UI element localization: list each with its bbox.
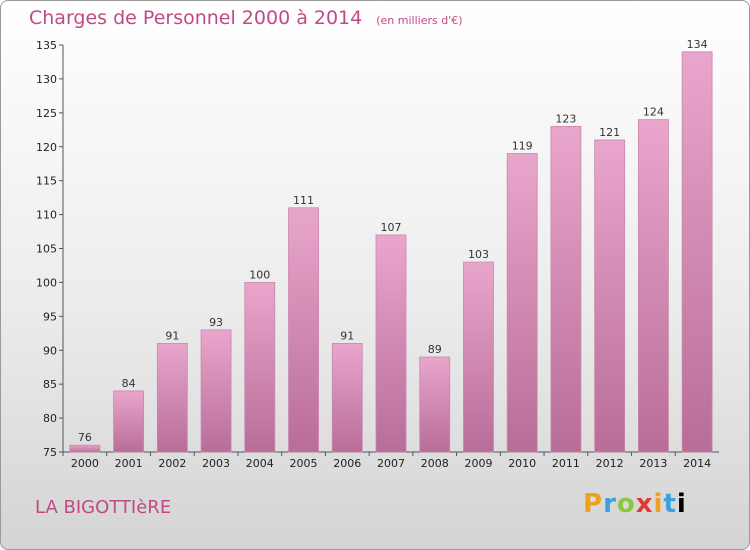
x-tick-label: 2000 — [71, 457, 99, 470]
bar-value-label: 121 — [599, 126, 620, 139]
y-tick-label: 130 — [36, 73, 57, 86]
chart-unit: (en milliers d'€) — [376, 14, 463, 27]
bar-value-label: 89 — [428, 343, 442, 356]
x-tick-label: 2007 — [377, 457, 405, 470]
bar-value-label: 84 — [122, 377, 136, 390]
bar — [331, 343, 363, 453]
x-tick-label: 2010 — [508, 457, 536, 470]
bar-value-label: 123 — [555, 112, 576, 125]
bar-value-label: 103 — [468, 248, 489, 261]
bar-value-label: 100 — [249, 268, 270, 281]
x-tick-label: 2008 — [421, 457, 449, 470]
bar — [200, 329, 232, 453]
x-tick-label: 2013 — [639, 457, 667, 470]
bar — [463, 261, 494, 453]
x-tick-label: 2006 — [333, 457, 361, 470]
bar-value-label: 124 — [643, 106, 664, 119]
y-tick-label: 100 — [36, 276, 57, 289]
x-tick-label: 2014 — [683, 457, 711, 470]
x-tick-label: 2005 — [290, 457, 318, 470]
bar — [419, 356, 451, 453]
bar-value-label: 91 — [340, 329, 354, 342]
bar-value-label: 107 — [381, 221, 402, 234]
x-tick-label: 2003 — [202, 457, 230, 470]
bar — [594, 139, 626, 453]
bar — [244, 282, 276, 453]
bar-value-label: 134 — [687, 38, 708, 51]
bar — [638, 119, 669, 453]
y-tick-label: 75 — [43, 446, 57, 459]
bar — [681, 51, 713, 453]
y-tick-label: 105 — [36, 243, 57, 256]
y-tick-label: 120 — [36, 141, 57, 154]
bar — [113, 390, 144, 453]
bar-value-label: 111 — [293, 194, 314, 207]
bar — [69, 444, 101, 453]
bar — [375, 234, 407, 453]
chart-title: Charges de Personnel 2000 à 2014 — [29, 7, 363, 29]
bar-value-label: 93 — [209, 316, 223, 329]
y-tick-label: 95 — [43, 310, 57, 323]
proxiti-logo: Proxiti — [583, 489, 687, 519]
bar — [288, 207, 319, 453]
y-tick-label: 125 — [36, 107, 57, 120]
commune-name: LA BIGOTTIèRE — [35, 497, 172, 518]
bar — [506, 153, 538, 453]
chart-title-block: Charges de Personnel 2000 à 2014 (en mill… — [29, 7, 463, 29]
y-tick-label: 90 — [43, 344, 57, 357]
y-tick-label: 85 — [43, 378, 57, 391]
bar-value-label: 119 — [512, 140, 533, 153]
y-tick-label: 115 — [36, 175, 57, 188]
data-labels: 76 84 91 93 100 111 91 107 89 103 119 123 121 124 134 — [78, 38, 708, 444]
x-tick-label: 2012 — [596, 457, 624, 470]
x-tick-label: 2004 — [246, 457, 274, 470]
bars — [69, 51, 713, 453]
bar-value-label: 91 — [165, 329, 179, 342]
x-tick-label: 2011 — [552, 457, 580, 470]
x-tick-label: 2002 — [158, 457, 186, 470]
y-tick-label: 80 — [43, 412, 57, 425]
y-tick-label: 135 — [36, 39, 57, 52]
x-tick-label: 2009 — [464, 457, 492, 470]
y-tick-label: 110 — [36, 209, 57, 222]
bar — [156, 343, 188, 453]
bar-value-label: 76 — [78, 431, 92, 444]
x-tick-label: 2001 — [115, 457, 143, 470]
bar — [550, 126, 582, 453]
